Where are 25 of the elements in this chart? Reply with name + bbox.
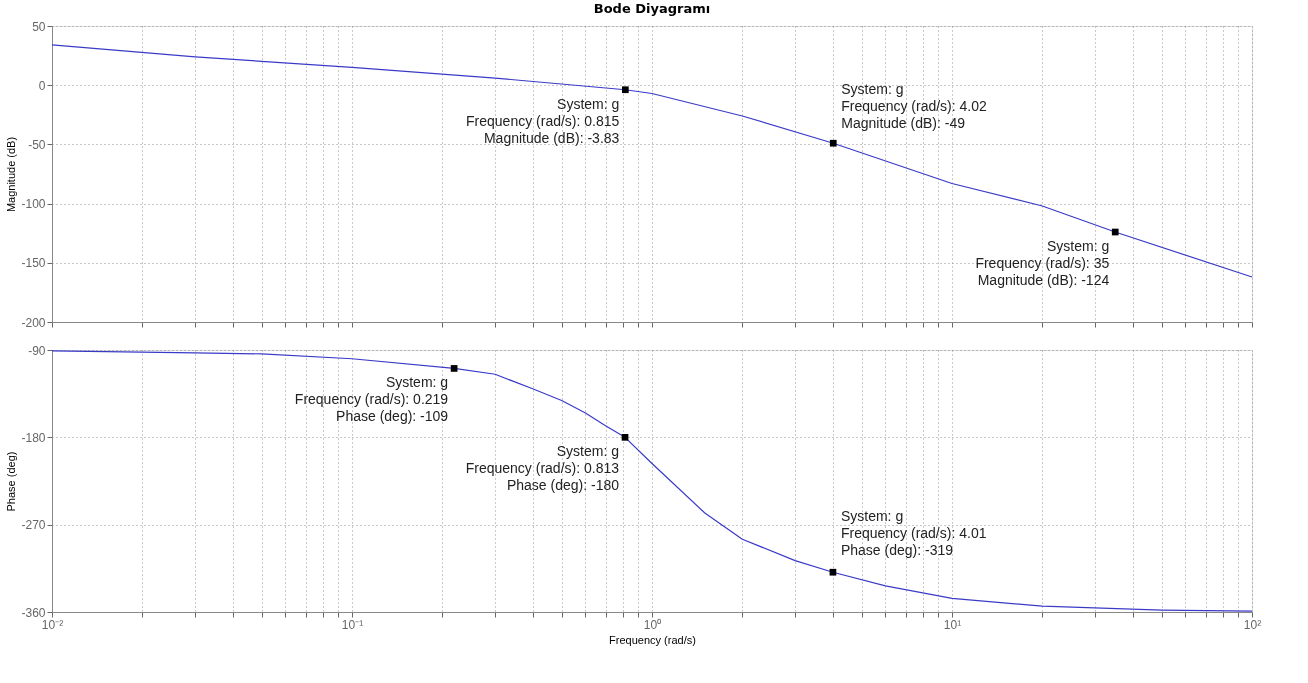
x-tick-label: 10⁻² — [41, 617, 64, 632]
annotation: System: g Frequency (rad/s): 0.813 Phase (deg): -180 — [465, 443, 620, 494]
annotation: System: g Frequency (rad/s): 0.219 Phase (deg): -109 — [294, 374, 449, 425]
y-tick-label: -180 — [21, 430, 46, 445]
x-axis-title: Frequency (rad/s) — [609, 633, 696, 646]
y-tick-label: -90 — [28, 343, 46, 358]
y-axis-title: Magnitude (dB) — [5, 136, 18, 213]
x-tick-label: 10² — [1243, 617, 1262, 632]
annotation: System: g Frequency (rad/s): 35 Magnitude (dB): -124 — [975, 238, 1110, 289]
y-tick-label: -270 — [21, 518, 46, 533]
x-tick-label: 10⁰ — [643, 617, 662, 632]
y-axis-title: Phase (deg) — [5, 451, 18, 512]
annotation: System: g Frequency (rad/s): 4.02 Magnitude (dB): -49 — [841, 81, 987, 132]
y-tick-label: 50 — [32, 19, 46, 34]
x-tick-label: 10¹ — [943, 617, 962, 632]
chart-title: Bode Diyagramı — [593, 1, 711, 16]
annotation: System: g Frequency (rad/s): 4.01 Phase (deg): -319 — [840, 508, 987, 559]
y-tick-label: 0 — [38, 78, 46, 93]
annotation: System: g Frequency (rad/s): 0.815 Magnitude (dB): -3.83 — [466, 95, 620, 146]
x-tick-label: 10⁻¹ — [341, 617, 364, 632]
y-tick-label: -150 — [21, 256, 46, 271]
y-tick-label: -200 — [21, 315, 46, 330]
y-tick-label: -360 — [21, 605, 46, 620]
y-tick-label: -100 — [21, 197, 46, 212]
y-tick-label: -50 — [28, 137, 46, 152]
